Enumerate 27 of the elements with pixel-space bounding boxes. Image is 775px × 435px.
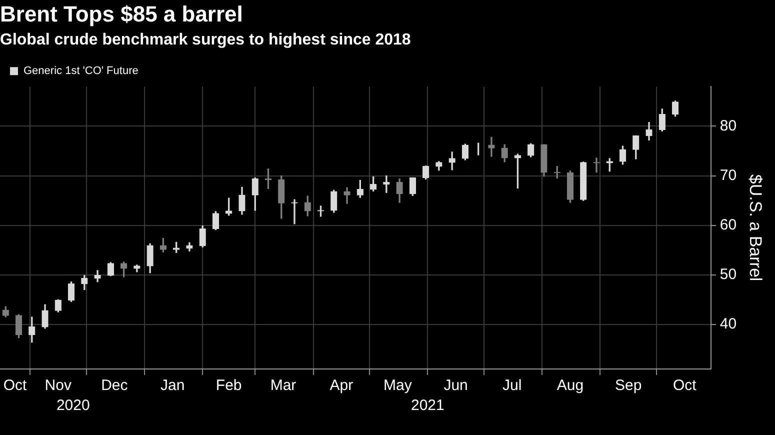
candlestick [344, 187, 350, 204]
y-tick-label: 40 [720, 316, 737, 333]
x-tick-label: Oct [3, 377, 28, 394]
legend-label: Generic 1st 'CO' Future [24, 65, 138, 78]
y-tick-label: 70 [720, 166, 737, 184]
y-tick-label: 50 [720, 266, 737, 284]
x-tick-label: Sep [615, 377, 642, 394]
y-axis-title: $U.S. a Barrel [746, 174, 766, 282]
x-tick-label: Dec [101, 377, 128, 394]
y-tick-label: 80 [720, 117, 737, 134]
x2-tick-label: 2020 [56, 397, 90, 414]
candlestick [488, 136, 495, 157]
x-tick-label: Aug [556, 377, 584, 394]
x2-tick-label: 2021 [410, 397, 444, 414]
x-tick-label: Mar [270, 377, 296, 394]
x-tick-label: Apr [330, 377, 354, 394]
x-tick-label: Jun [444, 377, 468, 394]
candlestick [448, 152, 456, 170]
x-tick-label: May [383, 377, 412, 394]
chart-title: Brent Tops $85 a barrel [0, 1, 243, 26]
x-tick-label: Jul [502, 377, 522, 394]
chart-subtitle: Global crude benchmark surges to highest since 2018 [0, 31, 411, 48]
x-tick-label: Jan [160, 377, 185, 394]
y-tick-label: 60 [720, 216, 737, 234]
x-tick-label: Oct [672, 377, 698, 394]
x-tick-label: Feb [216, 377, 242, 394]
x-tick-label: Nov [44, 377, 72, 394]
